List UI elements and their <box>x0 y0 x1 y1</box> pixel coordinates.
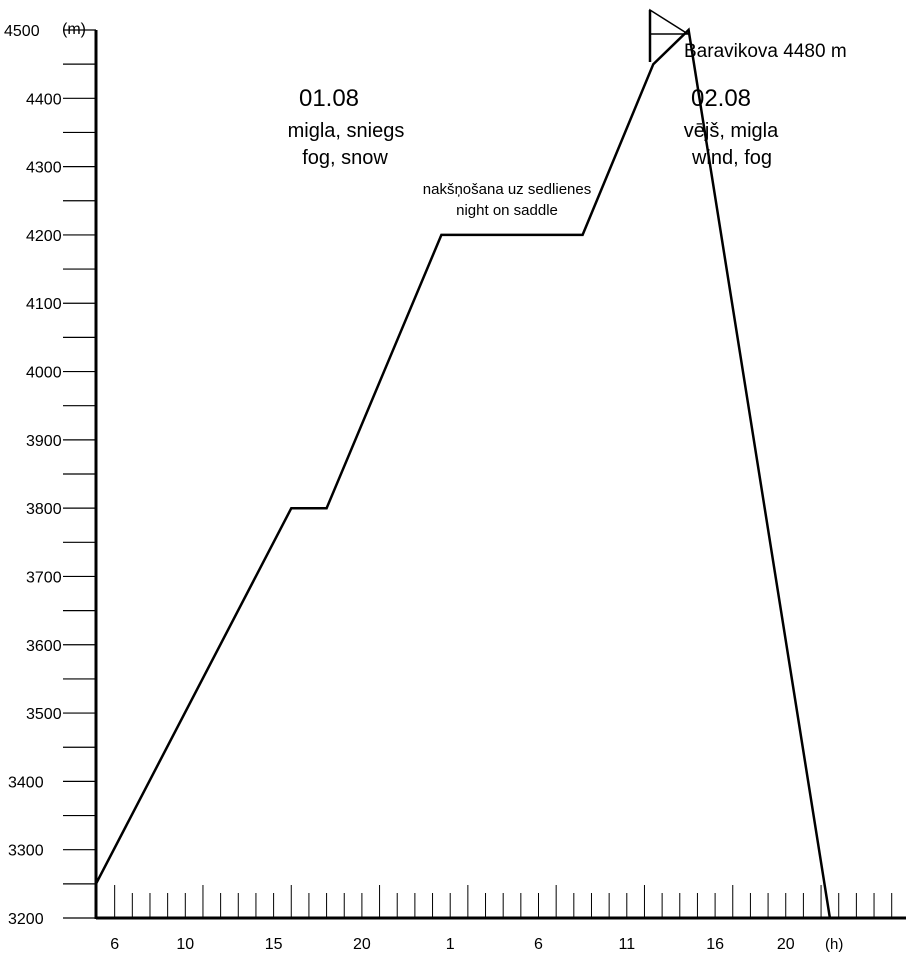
y-axis-labels: 3200 3300 3400 3500 3600 3700 3800 3900 4000 4100… <box>4 23 62 928</box>
x-tick-label: 16 <box>706 936 724 953</box>
y-tick-label: 4200 <box>26 228 62 245</box>
day2-date: 02.08 <box>691 85 751 112</box>
summit-flag-icon <box>649 8 691 35</box>
y-tick-label: 3500 <box>26 706 62 723</box>
saddle-note-lv: nakšņošana uz sedlienes <box>423 181 591 198</box>
summit-label: Baravikova 4480 m <box>684 41 847 62</box>
y-tick-label: 3900 <box>26 433 62 450</box>
y-tick-label: 4000 <box>26 365 62 382</box>
altitude-profile-line <box>94 27 832 919</box>
day1-weather-lv: migla, sniegs <box>288 120 405 142</box>
x-tick-label: 6 <box>110 936 119 953</box>
day2-weather-en: wind, fog <box>691 147 772 169</box>
y-tick-label: 3200 <box>8 911 44 928</box>
y-tick-label: 4100 <box>26 296 62 313</box>
x-tick-label: 20 <box>353 936 371 953</box>
y-axis-unit: (m) <box>62 21 86 38</box>
x-tick-label: 10 <box>176 936 194 953</box>
y-axis-ticks <box>63 29 96 919</box>
y-tick-label: 3700 <box>26 569 62 586</box>
x-axis-labels: 6 10 15 20 1 6 11 16 20 <box>110 936 795 953</box>
x-tick-label: 1 <box>446 936 455 953</box>
x-axis-unit: (h) <box>825 936 843 953</box>
y-tick-label: 3300 <box>8 843 44 860</box>
saddle-note-en: night on saddle <box>456 202 558 219</box>
x-tick-label: 6 <box>534 936 543 953</box>
day1-date: 01.08 <box>299 85 359 112</box>
y-tick-label: 3400 <box>8 774 44 791</box>
x-axis-ticks <box>114 885 893 918</box>
y-tick-label: 4500 <box>4 23 40 40</box>
day1-weather-en: fog, snow <box>302 147 388 169</box>
y-tick-label: 3600 <box>26 638 62 655</box>
x-tick-label: 15 <box>265 936 283 953</box>
day2-weather-lv: vējš, migla <box>684 120 779 142</box>
y-tick-label: 4300 <box>26 160 62 177</box>
y-tick-label: 4400 <box>26 91 62 108</box>
y-tick-label: 3800 <box>26 501 62 518</box>
x-tick-label: 11 <box>618 936 635 953</box>
x-tick-label: 20 <box>777 936 795 953</box>
